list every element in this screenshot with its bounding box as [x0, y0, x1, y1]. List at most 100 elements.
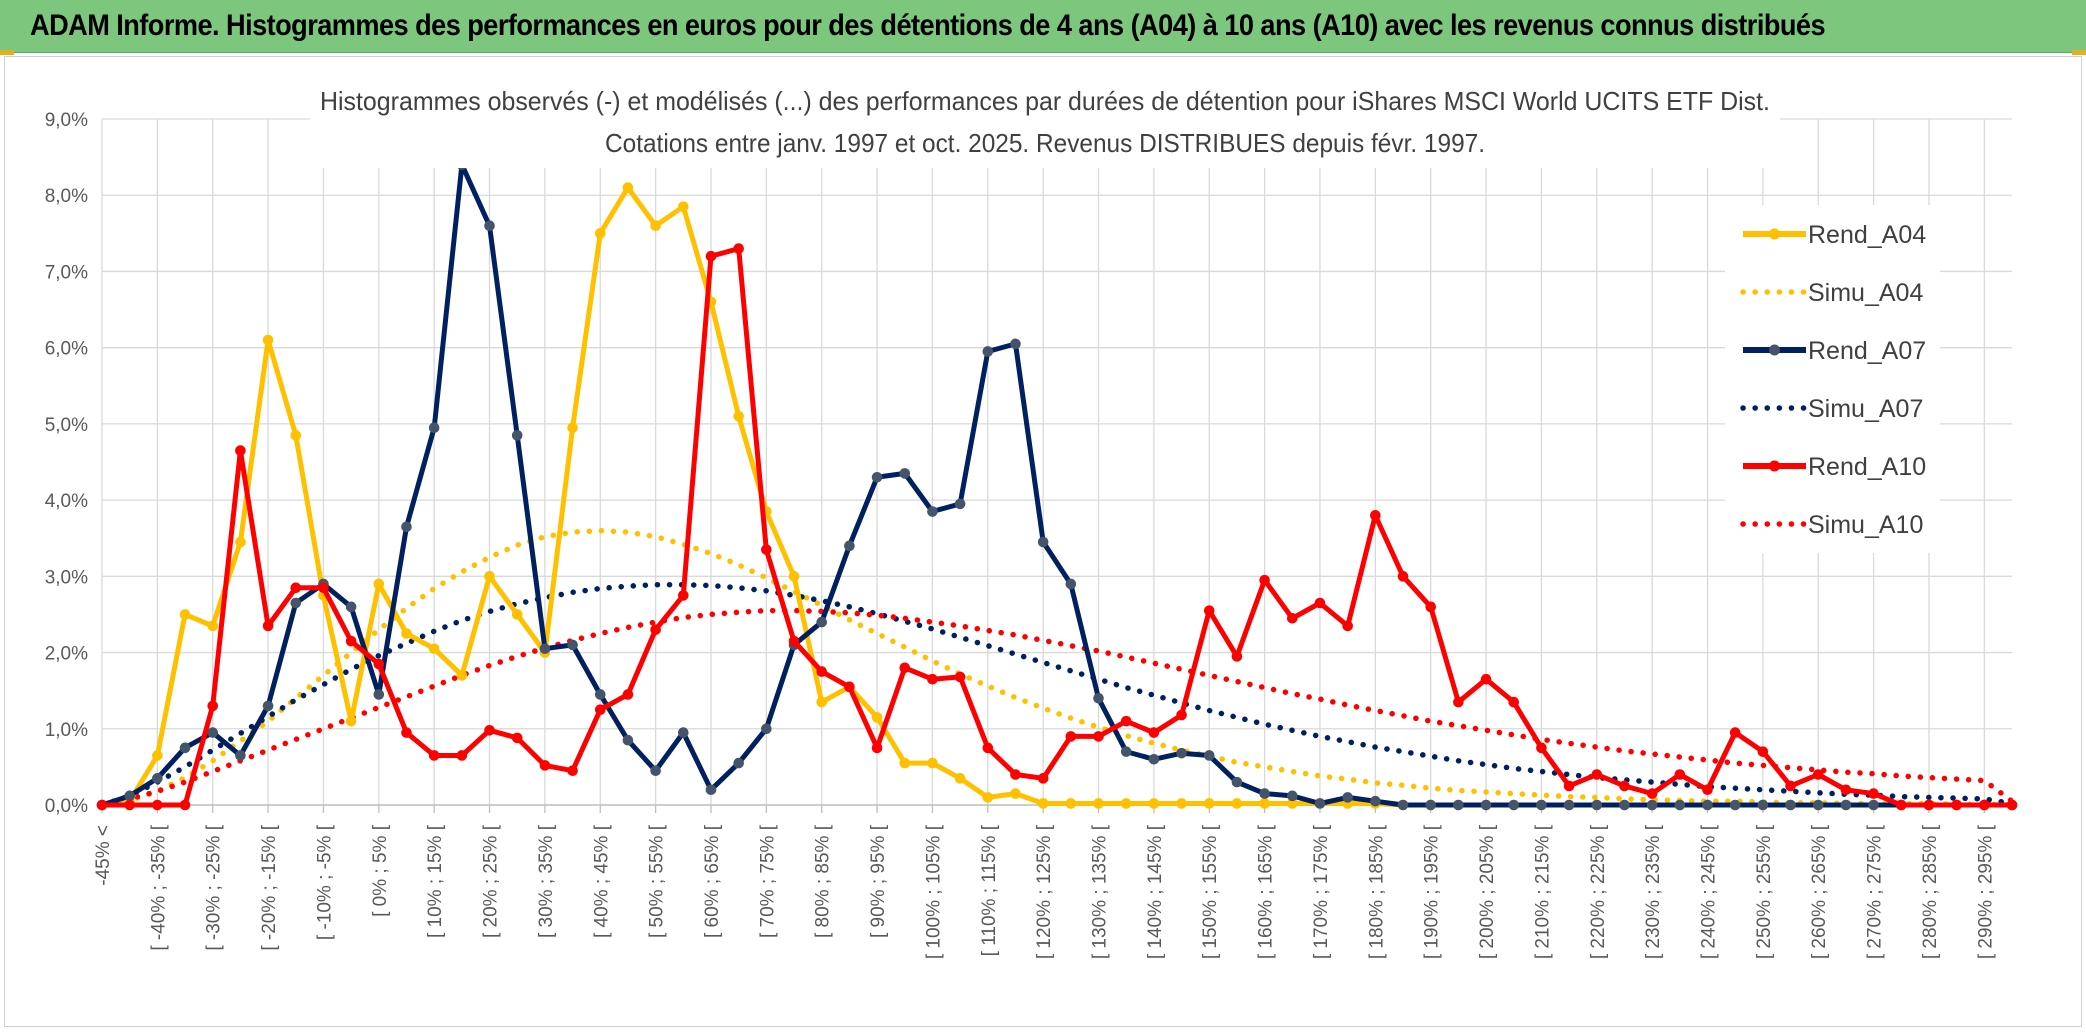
x-tick-label: [ 0% ; 5% [ [370, 824, 391, 917]
data-point-rend-a04 [401, 628, 412, 639]
data-point-rend-a10 [1259, 574, 1270, 586]
x-tick-label: [ -10% ; -5% [ [314, 824, 335, 940]
y-axis: 0,0% 1,0% 2,0% 3,0% 4,0% 5,0% 6,0% 7,0% 8,0% 9,0% [45, 110, 88, 817]
data-point-rend-a04 [179, 609, 191, 620]
plot-area [96, 159, 2018, 811]
y-tick-label: 5,0% [45, 415, 88, 436]
chart-titles: Histogrammes observés (-) et modélisés (… [310, 80, 1780, 168]
title-background [310, 80, 1780, 168]
x-tick-label: [ 220% ; 225% [ [1588, 824, 1609, 959]
header-bar: ADAM Informe. Histogrammes des performan… [0, 0, 2086, 53]
data-point-rend-a07 [1370, 795, 1381, 807]
data-point-rend-a04 [733, 410, 744, 422]
data-point-rend-a07 [401, 521, 412, 533]
x-tick-label: [ 30% ; 35% [ [536, 824, 557, 938]
data-point-rend-a07 [982, 346, 994, 357]
data-point-rend-a10 [152, 799, 163, 811]
legend-marker-rend-a10 [1769, 460, 1780, 472]
data-point-rend-a04 [1148, 798, 1160, 809]
x-tick-label: [ 250% ; 255% [ [1754, 824, 1775, 959]
data-point-rend-a07 [1729, 799, 1741, 811]
data-point-rend-a04 [678, 201, 689, 212]
data-point-rend-a10 [207, 700, 219, 712]
data-point-rend-a07 [1176, 747, 1187, 759]
data-point-rend-a10 [1619, 780, 1630, 792]
data-point-rend-a07 [539, 643, 551, 655]
y-tick-label: 1,0% [45, 720, 88, 741]
data-point-rend-a10 [1646, 788, 1658, 799]
legend-background [1725, 205, 1940, 553]
data-point-rend-a07 [1757, 799, 1769, 811]
data-point-rend-a07 [733, 757, 744, 769]
data-point-rend-a04 [871, 712, 883, 723]
y-tick-label: 4,0% [45, 491, 88, 512]
data-point-rend-a07 [844, 540, 855, 552]
series-line-simu-a10 [99, 607, 2015, 808]
data-point-rend-a04 [345, 715, 357, 727]
data-point-rend-a10 [1840, 784, 1852, 796]
data-point-rend-a10 [954, 671, 966, 683]
data-point-rend-a07 [927, 506, 938, 517]
data-point-rend-a10 [428, 750, 440, 761]
legend-label-rend-a07: Rend_A07 [1808, 337, 1926, 365]
data-point-rend-a04 [1120, 798, 1132, 809]
data-point-rend-a07 [1425, 799, 1436, 811]
data-point-rend-a07 [1785, 799, 1796, 811]
data-point-rend-a07 [262, 700, 274, 712]
legend-marker-rend-a04 [1769, 228, 1780, 240]
data-point-rend-a10 [1286, 612, 1298, 624]
data-point-rend-a10 [844, 681, 855, 693]
data-point-rend-a07 [567, 639, 578, 651]
data-point-rend-a04 [1010, 788, 1021, 799]
data-point-rend-a04 [954, 773, 966, 784]
data-point-rend-a10 [1370, 510, 1381, 521]
data-point-rend-a10 [1314, 597, 1326, 609]
x-tick-label: [ 130% ; 135% [ [1090, 824, 1111, 959]
x-tick-label: [ -20% ; -15% [ [259, 824, 280, 950]
data-point-rend-a10 [456, 750, 468, 761]
chart-subtitle: Cotations entre janv. 1997 et oct. 2025.… [605, 128, 1485, 158]
data-point-rend-a07 [290, 597, 302, 609]
y-tick-label: 8,0% [45, 186, 88, 207]
x-tick-label: [ 10% ; 15% [ [425, 824, 446, 938]
data-point-rend-a10 [1010, 769, 1021, 780]
data-point-rend-a07 [1536, 799, 1547, 811]
data-point-rend-a10 [511, 732, 523, 744]
data-point-rend-a10 [871, 742, 883, 754]
data-point-rend-a10 [1508, 696, 1520, 708]
data-point-rend-a04 [622, 182, 634, 193]
data-point-rend-a10 [982, 742, 994, 754]
data-point-rend-a10 [318, 582, 329, 594]
data-point-rend-a04 [1065, 798, 1077, 809]
data-point-rend-a04 [1231, 798, 1243, 809]
data-point-rend-a07 [1563, 799, 1575, 811]
y-tick-label: 9,0% [45, 110, 88, 131]
data-point-rend-a10 [1397, 571, 1409, 582]
data-point-rend-a10 [594, 704, 606, 716]
data-point-rend-a07 [761, 723, 772, 735]
data-point-rend-a10 [927, 673, 938, 685]
data-point-rend-a04 [456, 670, 468, 681]
data-point-rend-a07 [1120, 746, 1132, 757]
data-point-rend-a07 [1702, 799, 1713, 811]
data-point-rend-a07 [816, 616, 828, 628]
data-point-rend-a10 [1563, 780, 1575, 792]
data-point-rend-a07 [1453, 799, 1464, 811]
data-point-rend-a07 [1065, 578, 1077, 590]
x-axis: -45% < [ -40% ; -35% [[ -30% ; -25% [[ -2… [93, 804, 2012, 959]
data-point-rend-a07 [1397, 799, 1409, 811]
data-point-rend-a07 [899, 468, 911, 479]
x-tick-label: [ 160% ; 165% [ [1256, 824, 1277, 959]
data-point-rend-a10 [788, 635, 800, 647]
legend-marker-rend-a07 [1769, 344, 1780, 356]
data-point-rend-a10 [650, 624, 661, 635]
corner-mark-right [2072, 50, 2086, 55]
data-point-rend-a07 [484, 220, 495, 232]
data-point-rend-a10 [1342, 620, 1353, 632]
data-point-rend-a10 [235, 445, 246, 456]
data-point-rend-a07 [705, 784, 717, 796]
data-point-rend-a07 [428, 422, 440, 434]
y-tick-label: 2,0% [45, 644, 88, 665]
legend-label-rend-a04: Rend_A04 [1808, 221, 1926, 249]
data-point-rend-a10 [1093, 731, 1104, 742]
